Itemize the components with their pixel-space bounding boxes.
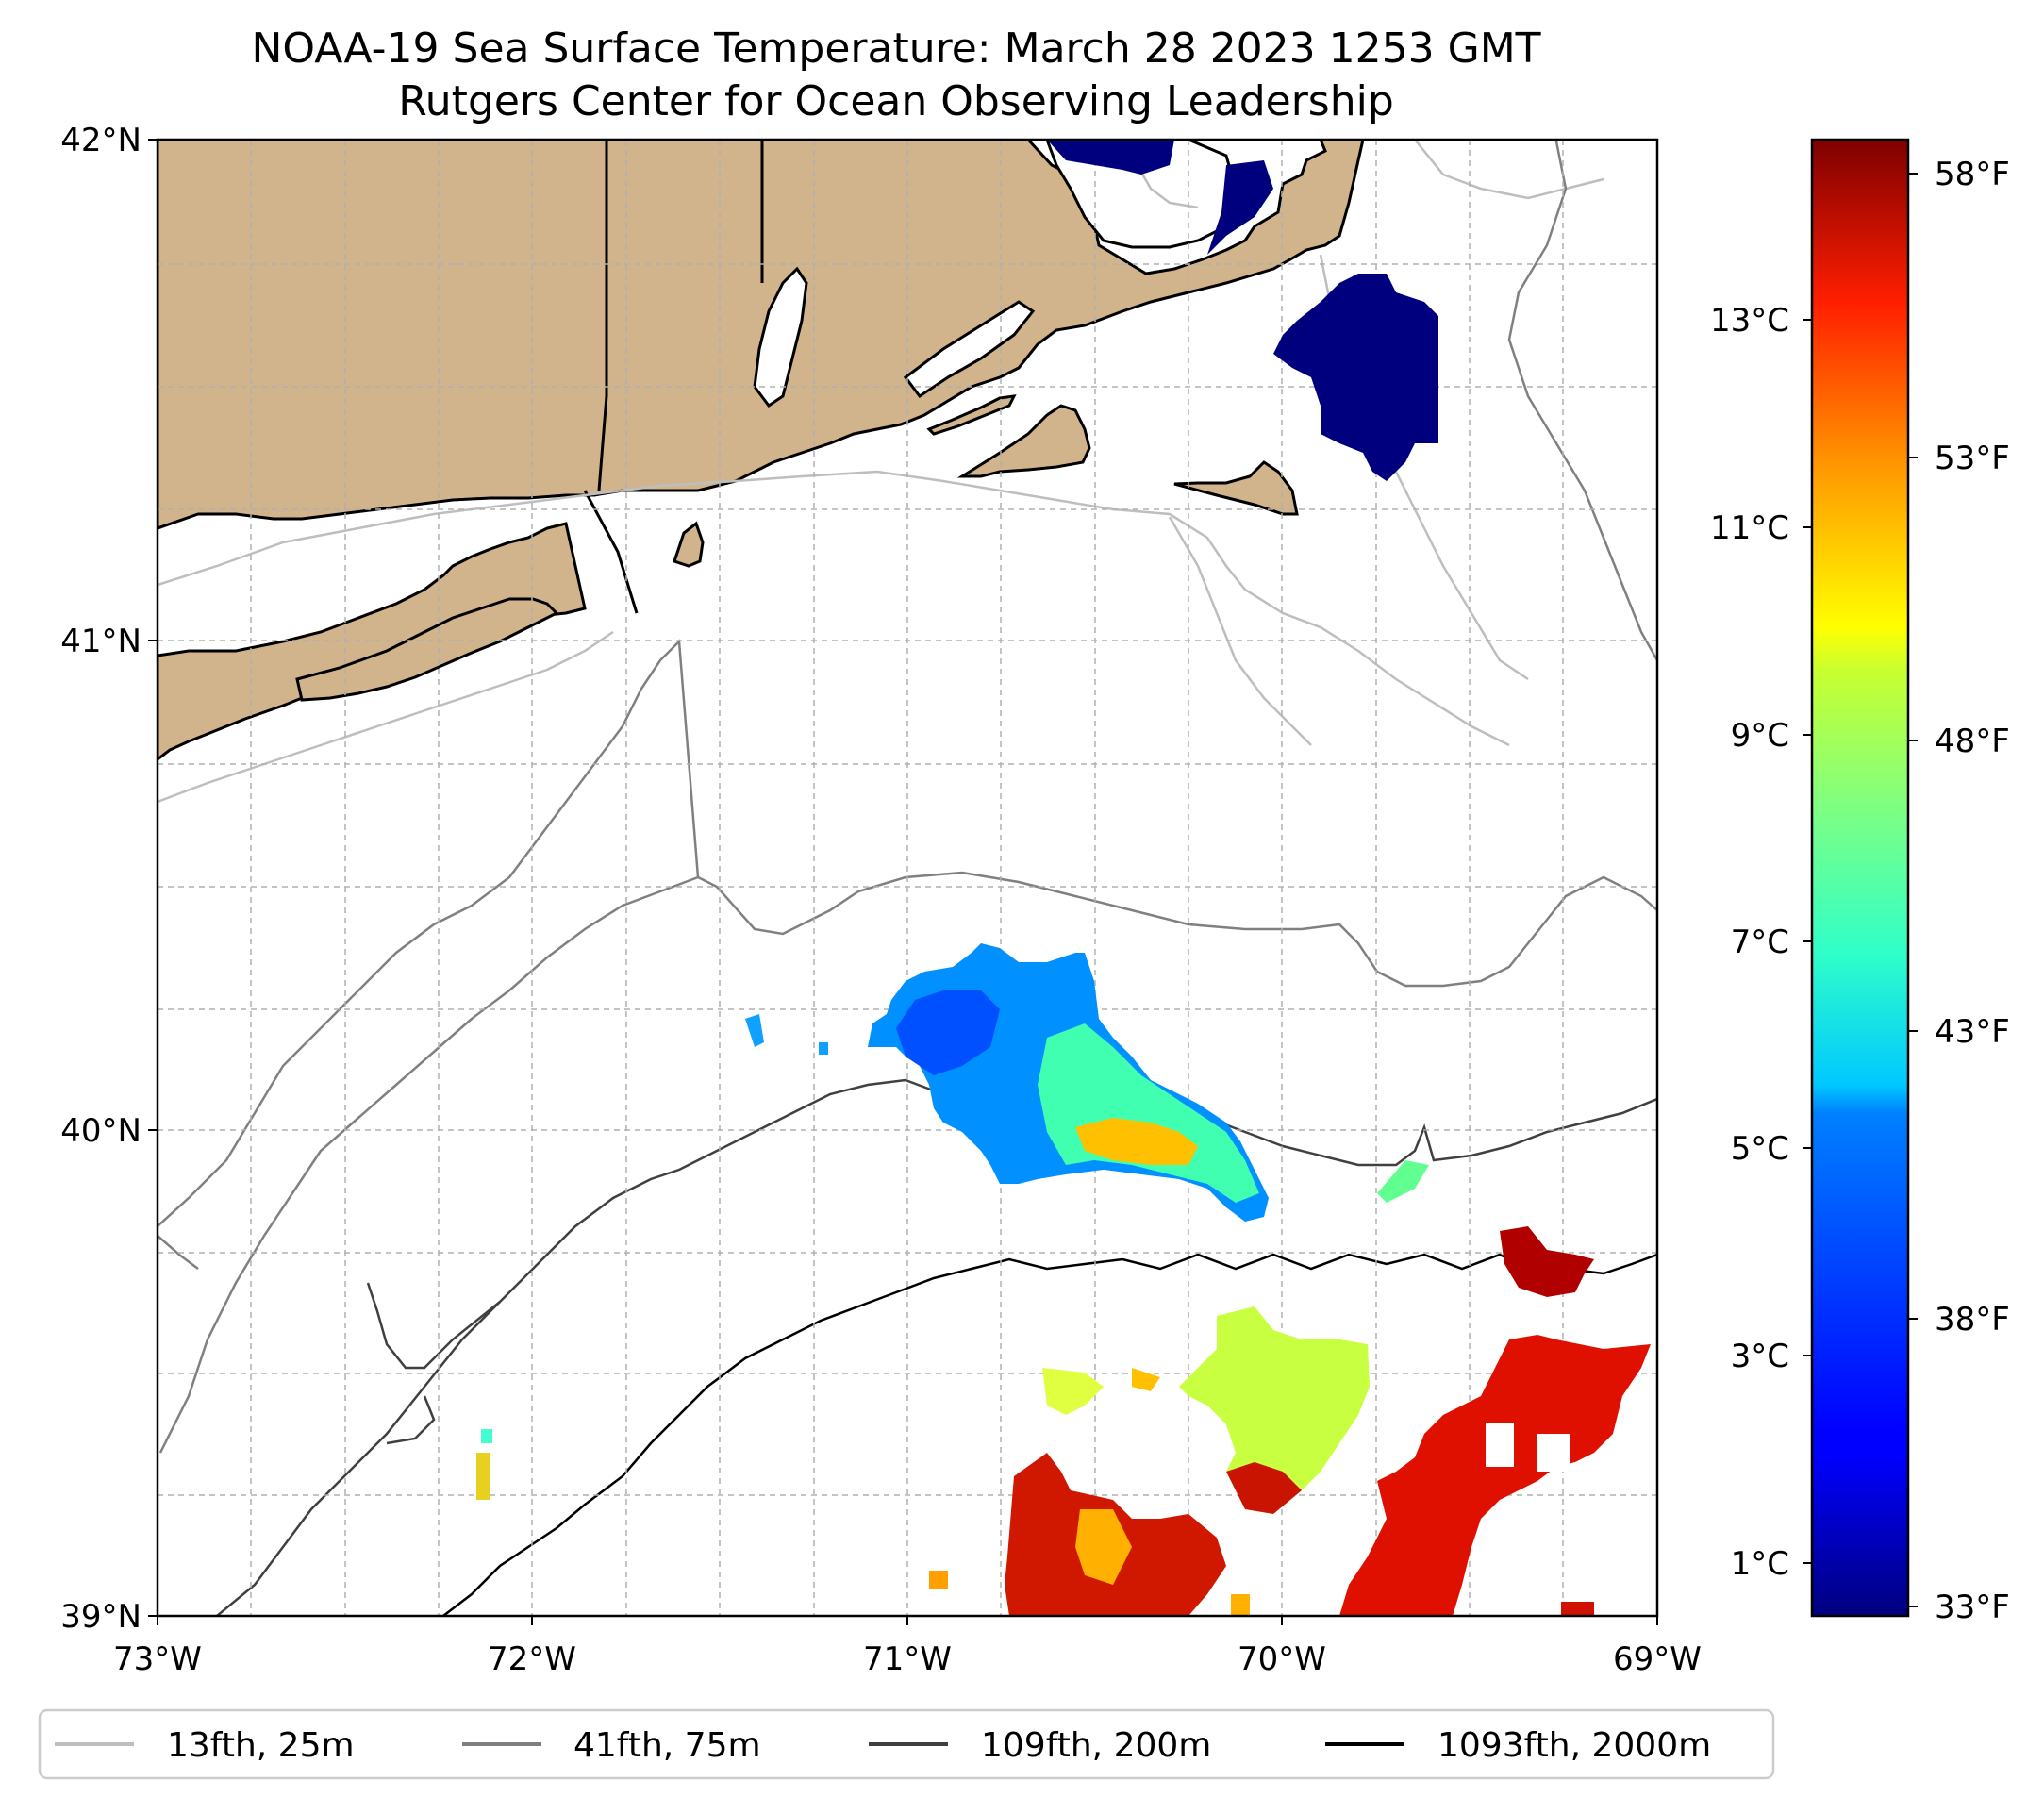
- lon-tick-label: 70°W: [1238, 1640, 1326, 1678]
- colorbar-gradient: [1812, 140, 1908, 1616]
- sst-patches: [476, 140, 1651, 1616]
- sst-tiny3: [929, 1571, 948, 1589]
- sst-small-blue: [745, 1014, 764, 1047]
- sst-tiny5: [1561, 1602, 1594, 1616]
- contour-75m: [158, 141, 1657, 1454]
- land-nantucket: [1173, 460, 1299, 516]
- lon-tick-label: 69°W: [1613, 1640, 1702, 1678]
- colorbar-celsius-label: 3°C: [1731, 1338, 1789, 1375]
- lon-tick-label: 71°W: [863, 1640, 952, 1678]
- sst-cold-capecod-bay: [1207, 160, 1273, 255]
- sst-yellowgreen-red: [1226, 1462, 1302, 1514]
- colorbar: 13°C 11°C 9°C 7°C 5°C 3°C 1°C 58°F 53°F …: [1710, 138, 2010, 1626]
- lat-tick-label: 39°N: [60, 1598, 141, 1636]
- sst-slope-patch-warm: [1075, 1118, 1198, 1165]
- sst-slope-patch-green: [1038, 1023, 1259, 1203]
- colorbar-fahrenheit-label: 58°F: [1935, 156, 2010, 193]
- map-title: NOAA-19 Sea Surface Temperature: March 2…: [251, 25, 1541, 73]
- colorbar-fahrenheit-axis: 58°F 53°F 48°F 43°F 38°F 33°F: [1908, 156, 2010, 1626]
- legend-label: 109fth, 200m: [981, 1726, 1211, 1765]
- lat-tick-label: 41°N: [60, 623, 141, 660]
- contour-2000m: [442, 1253, 1657, 1616]
- colorbar-celsius-label: 11°C: [1710, 509, 1789, 547]
- lat-axis: 42°N 41°N 40°N 39°N: [60, 122, 158, 1636]
- lon-tick-label: 73°W: [113, 1640, 202, 1678]
- sst-yellowgreen: [1179, 1306, 1370, 1509]
- state-borders: [583, 140, 764, 614]
- legend-label: 41fth, 75m: [573, 1726, 761, 1765]
- map-subtitle: Rutgers Center for Ocean Observing Leade…: [398, 77, 1394, 125]
- land-marthas-vineyard: [956, 404, 1091, 478]
- lon-axis: 73°W 72°W 71°W 70°W 69°W: [113, 1616, 1702, 1678]
- legend-entry: 1093fth, 2000m: [1325, 1726, 1711, 1765]
- colorbar-celsius-label: 1°C: [1731, 1545, 1789, 1583]
- sst-small-blue2: [819, 1042, 828, 1055]
- colorbar-celsius-label: 9°C: [1731, 717, 1789, 755]
- land-new-england: [158, 140, 1365, 530]
- gridlines: [158, 140, 1657, 1616]
- sst-tiny2: [481, 1429, 492, 1443]
- sst-green-east: [1377, 1160, 1429, 1203]
- sst-warm-east-hole2: [1537, 1434, 1570, 1472]
- inlets: [753, 140, 1238, 408]
- lat-tick-label: 40°N: [60, 1112, 141, 1150]
- sst-warm-east: [1339, 1335, 1651, 1616]
- land: [158, 140, 1365, 761]
- land-long-island-neck: [295, 597, 559, 702]
- colorbar-celsius-label: 7°C: [1731, 923, 1789, 961]
- legend-label: 1093fth, 2000m: [1437, 1726, 1711, 1765]
- sst-cold-nantucket: [1273, 274, 1438, 481]
- colorbar-celsius-label: 13°C: [1710, 302, 1789, 340]
- lat-tick-label: 42°N: [60, 122, 141, 159]
- sst-tiny1: [476, 1453, 490, 1500]
- narragansett-bay: [753, 266, 808, 408]
- sst-small-warm-west: [1042, 1368, 1104, 1415]
- legend-entry: 109fth, 200m: [869, 1726, 1211, 1765]
- colorbar-fahrenheit-label: 33°F: [1935, 1589, 2010, 1626]
- land-elizabeth-islands: [926, 394, 1017, 436]
- sst-cold-capecod: [1047, 140, 1174, 175]
- legend: 13fth, 25m 41fth, 75m 109fth, 200m 1093f…: [38, 1708, 1775, 1780]
- sst-tiny4: [1231, 1594, 1250, 1616]
- colorbar-fahrenheit-label: 43°F: [1935, 1013, 2010, 1051]
- legend-entry: 41fth, 75m: [462, 1726, 761, 1765]
- legend-label: 13fth, 25m: [167, 1726, 355, 1765]
- cape-cod-bay: [1045, 140, 1238, 249]
- colorbar-fahrenheit-label: 48°F: [1935, 723, 2010, 760]
- sst-warm-ring: [1500, 1226, 1594, 1297]
- colorbar-celsius-axis: 13°C 11°C 9°C 7°C 5°C 3°C 1°C: [1710, 302, 1812, 1583]
- map-layers: [158, 140, 1657, 1616]
- colorbar-fahrenheit-label: 38°F: [1935, 1301, 2010, 1339]
- sst-warm-south-core: [1075, 1509, 1132, 1585]
- lon-tick-label: 72°W: [488, 1640, 576, 1678]
- sst-warm-east-hole1: [1486, 1423, 1514, 1467]
- buzzards-bay: [903, 300, 1036, 399]
- sst-small-warm-west2: [1132, 1368, 1160, 1391]
- colorbar-frame: [1810, 138, 1910, 1618]
- colorbar-celsius-label: 5°C: [1731, 1130, 1789, 1168]
- colorbar-fahrenheit-label: 53°F: [1935, 440, 2010, 477]
- legend-entry: 13fth, 25m: [55, 1726, 355, 1765]
- sst-slope-cold-core: [896, 990, 1000, 1075]
- land-block-island: [673, 521, 705, 568]
